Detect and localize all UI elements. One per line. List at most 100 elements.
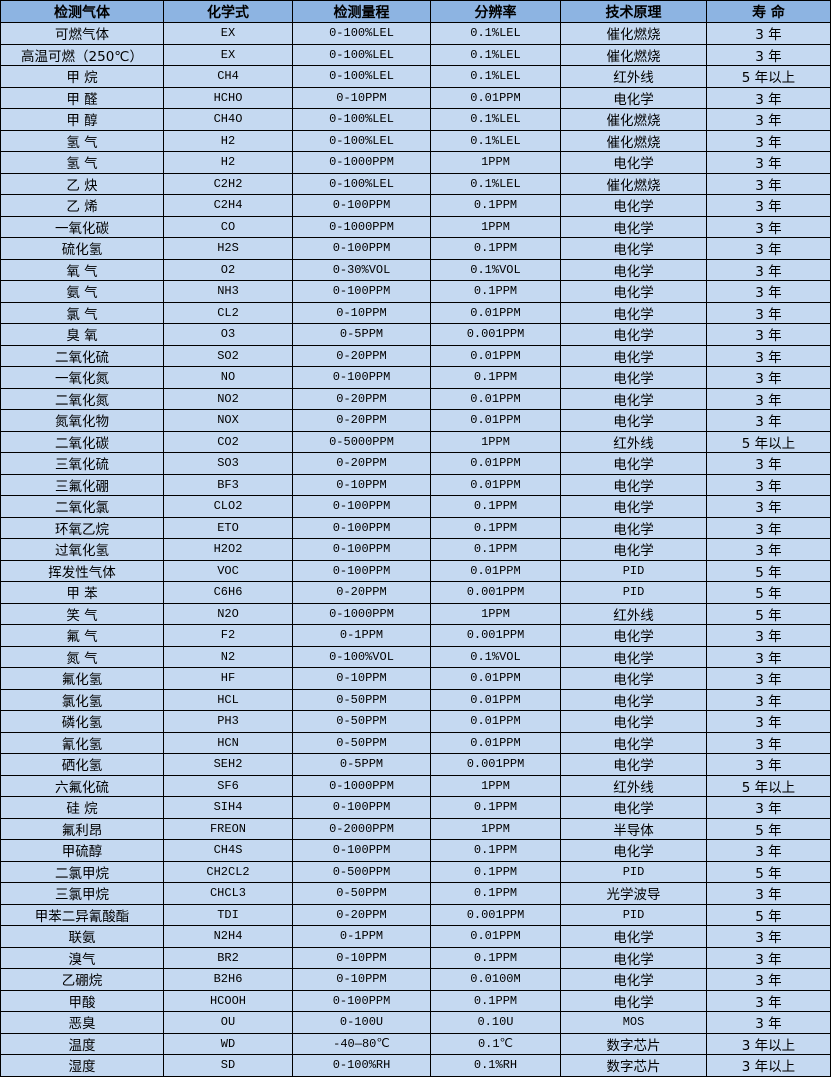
cell-resolution: 0.1PPM bbox=[430, 538, 561, 561]
cell-lifespan: 3 年以上 bbox=[706, 1032, 831, 1055]
cell-lifespan: 3 年 bbox=[706, 86, 831, 109]
cell-lifespan: 3 年 bbox=[706, 1011, 831, 1034]
cell-principle: 电化学 bbox=[560, 925, 707, 948]
cell-resolution: 0.001PPM bbox=[430, 323, 561, 346]
cell-principle: PID bbox=[560, 860, 707, 883]
cell-gas: 高温可燃（250℃） bbox=[0, 43, 164, 66]
cell-principle: 催化燃烧 bbox=[560, 43, 707, 66]
cell-formula: SEH2 bbox=[163, 753, 293, 776]
header-gas: 检测气体 bbox=[0, 0, 164, 23]
cell-gas: 三氯甲烷 bbox=[0, 882, 164, 905]
cell-principle: 电化学 bbox=[560, 258, 707, 281]
cell-lifespan: 3 年 bbox=[706, 22, 831, 45]
cell-gas: 二氧化碳 bbox=[0, 430, 164, 453]
cell-gas: 甲 烷 bbox=[0, 65, 164, 88]
table-row: 硒化氢 SEH2 0-5PPM 0.001PPM 电化学 3 年 bbox=[0, 753, 831, 776]
cell-formula: CHCL3 bbox=[163, 882, 293, 905]
header-range: 检测量程 bbox=[292, 0, 431, 23]
cell-gas: 氢 气 bbox=[0, 129, 164, 152]
cell-range: 0-100PPM bbox=[292, 559, 431, 582]
cell-resolution: 0.1PPM bbox=[430, 366, 561, 389]
cell-range: 0-50PPM bbox=[292, 731, 431, 754]
cell-resolution: 0.001PPM bbox=[430, 624, 561, 647]
cell-gas: 臭 氧 bbox=[0, 323, 164, 346]
cell-gas: 氮氧化物 bbox=[0, 409, 164, 432]
cell-gas: 联氨 bbox=[0, 925, 164, 948]
table-row: 湿度 SD 0-100%RH 0.1%RH 数字芯片 3 年以上 bbox=[0, 1054, 831, 1077]
cell-resolution: 0.1%VOL bbox=[430, 258, 561, 281]
cell-resolution: 0.1%LEL bbox=[430, 43, 561, 66]
cell-range: 0-100PPM bbox=[292, 194, 431, 217]
cell-formula: HCOOH bbox=[163, 989, 293, 1012]
cell-principle: 电化学 bbox=[560, 624, 707, 647]
cell-lifespan: 5 年 bbox=[706, 817, 831, 840]
table-row: 氢 气 H2 0-1000PPM 1PPM 电化学 3 年 bbox=[0, 151, 831, 174]
cell-range: 0-100PPM bbox=[292, 366, 431, 389]
cell-resolution: 1PPM bbox=[430, 430, 561, 453]
cell-principle: 电化学 bbox=[560, 194, 707, 217]
cell-range: 0-50PPM bbox=[292, 710, 431, 733]
cell-resolution: 0.1PPM bbox=[430, 237, 561, 260]
cell-formula: H2S bbox=[163, 237, 293, 260]
table-row: 甲 醇 CH4O 0-100%LEL 0.1%LEL 催化燃烧 3 年 bbox=[0, 108, 831, 131]
cell-lifespan: 3 年 bbox=[706, 258, 831, 281]
cell-principle: 光学波导 bbox=[560, 882, 707, 905]
cell-formula: B2H6 bbox=[163, 968, 293, 991]
cell-lifespan: 3 年 bbox=[706, 516, 831, 539]
cell-principle: 电化学 bbox=[560, 516, 707, 539]
cell-gas: 过氧化氢 bbox=[0, 538, 164, 561]
cell-range: 0-100%LEL bbox=[292, 43, 431, 66]
cell-gas: 恶臭 bbox=[0, 1011, 164, 1034]
cell-gas: 挥发性气体 bbox=[0, 559, 164, 582]
cell-lifespan: 3 年 bbox=[706, 925, 831, 948]
cell-range: 0-100PPM bbox=[292, 516, 431, 539]
cell-gas: 氟利昂 bbox=[0, 817, 164, 840]
cell-lifespan: 3 年 bbox=[706, 344, 831, 367]
cell-principle: 电化学 bbox=[560, 968, 707, 991]
cell-gas: 氯化氢 bbox=[0, 688, 164, 711]
cell-resolution: 0.01PPM bbox=[430, 387, 561, 410]
cell-lifespan: 3 年 bbox=[706, 409, 831, 432]
table-row: 氢 气 H2 0-100%LEL 0.1%LEL 催化燃烧 3 年 bbox=[0, 129, 831, 152]
cell-principle: 电化学 bbox=[560, 452, 707, 475]
cell-formula: O3 bbox=[163, 323, 293, 346]
cell-range: 0-50PPM bbox=[292, 688, 431, 711]
cell-lifespan: 3 年 bbox=[706, 151, 831, 174]
cell-resolution: 1PPM bbox=[430, 602, 561, 625]
cell-formula: HF bbox=[163, 667, 293, 690]
cell-resolution: 0.01PPM bbox=[430, 925, 561, 948]
cell-range: 0-100U bbox=[292, 1011, 431, 1034]
cell-formula: N2O bbox=[163, 602, 293, 625]
cell-formula: H2 bbox=[163, 151, 293, 174]
cell-formula: CLO2 bbox=[163, 495, 293, 518]
cell-principle: 电化学 bbox=[560, 301, 707, 324]
cell-gas: 甲 苯 bbox=[0, 581, 164, 604]
cell-formula: SIH4 bbox=[163, 796, 293, 819]
table-row: 氧 气 O2 0-30%VOL 0.1%VOL 电化学 3 年 bbox=[0, 258, 831, 281]
cell-resolution: 0.01PPM bbox=[430, 731, 561, 754]
cell-resolution: 0.01PPM bbox=[430, 688, 561, 711]
cell-gas: 湿度 bbox=[0, 1054, 164, 1077]
cell-resolution: 0.1PPM bbox=[430, 882, 561, 905]
header-principle: 技术原理 bbox=[560, 0, 707, 23]
cell-formula: PH3 bbox=[163, 710, 293, 733]
cell-lifespan: 3 年 bbox=[706, 946, 831, 969]
cell-principle: 电化学 bbox=[560, 323, 707, 346]
cell-formula: O2 bbox=[163, 258, 293, 281]
cell-formula: C2H2 bbox=[163, 172, 293, 195]
cell-gas: 氮 气 bbox=[0, 645, 164, 668]
cell-resolution: 0.01PPM bbox=[430, 667, 561, 690]
cell-gas: 硅 烷 bbox=[0, 796, 164, 819]
cell-resolution: 0.1%LEL bbox=[430, 108, 561, 131]
cell-formula: H2O2 bbox=[163, 538, 293, 561]
table-row: 可燃气体 EX 0-100%LEL 0.1%LEL 催化燃烧 3 年 bbox=[0, 22, 831, 45]
cell-formula: BF3 bbox=[163, 473, 293, 496]
cell-principle: 催化燃烧 bbox=[560, 108, 707, 131]
cell-gas: 磷化氢 bbox=[0, 710, 164, 733]
cell-resolution: 0.001PPM bbox=[430, 581, 561, 604]
table-row: 六氟化硫 SF6 0-1000PPM 1PPM 红外线 5 年以上 bbox=[0, 774, 831, 797]
cell-lifespan: 5 年 bbox=[706, 903, 831, 926]
cell-principle: 电化学 bbox=[560, 753, 707, 776]
cell-gas: 二氧化氮 bbox=[0, 387, 164, 410]
